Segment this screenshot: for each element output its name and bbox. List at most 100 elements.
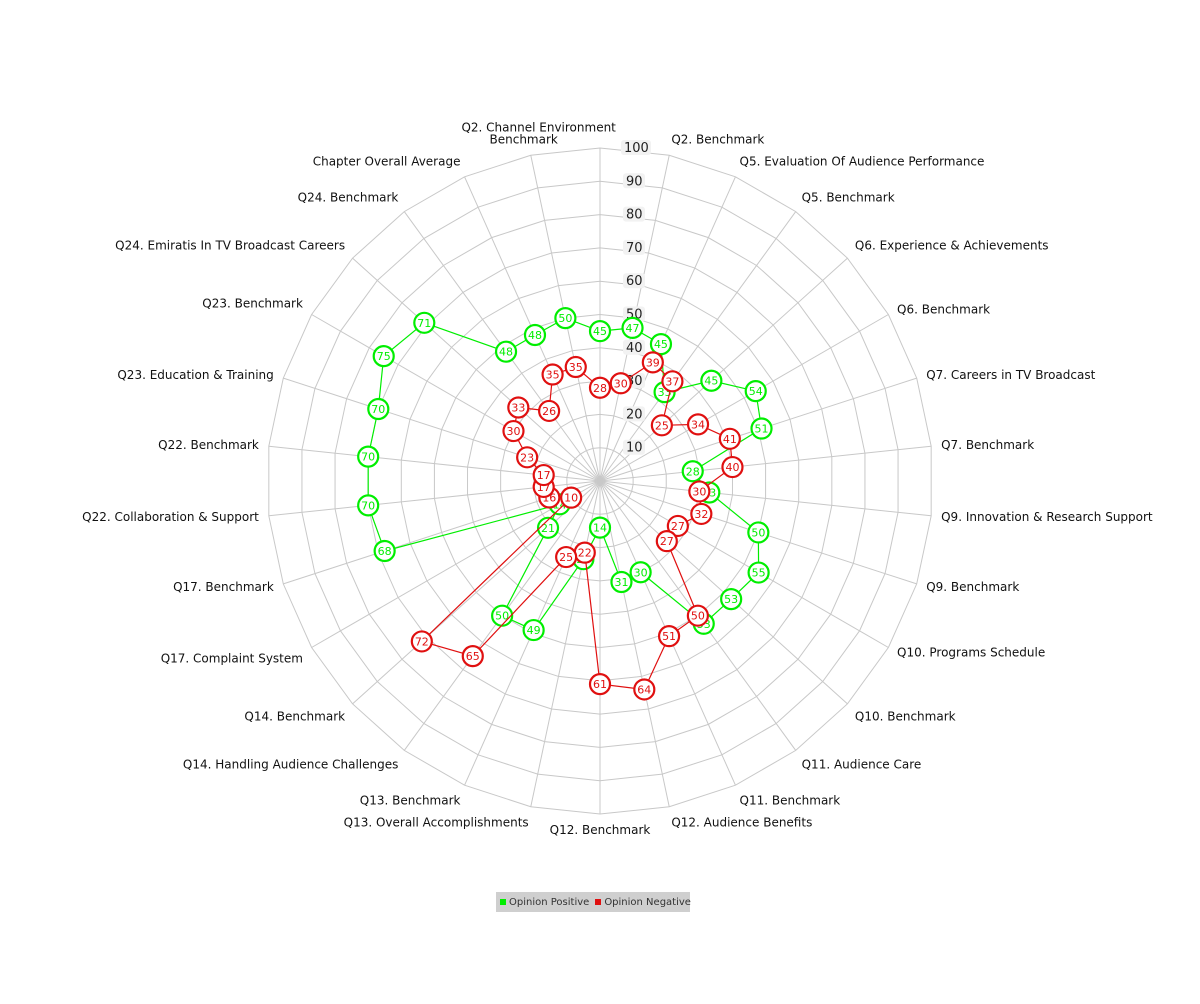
data-point-positive	[720, 587, 743, 611]
data-label-negative: 25	[559, 551, 573, 564]
axis-label: Q13. Overall Accomplishments	[344, 816, 529, 830]
data-point-positive	[747, 521, 770, 544]
grid-spoke	[352, 480, 601, 705]
data-point-positive	[747, 561, 770, 584]
data-point-positive	[588, 320, 612, 343]
data-point-negative	[721, 455, 744, 479]
data-label-positive: 14	[593, 522, 607, 535]
data-point-positive	[494, 340, 518, 363]
data-label-negative: 10	[564, 492, 578, 505]
data-label-negative: 72	[415, 635, 429, 648]
radial-tick-bg	[623, 439, 645, 455]
axis-label: Q23. Education & Training	[117, 368, 273, 382]
data-point-positive	[554, 307, 577, 330]
data-label-negative: 61	[593, 678, 607, 691]
axis-label: Q22. Collaboration & Support	[82, 510, 259, 524]
data-label-negative: 23	[520, 451, 534, 464]
axis-label: Q9. Innovation & Research Support	[941, 510, 1153, 524]
data-point-negative	[541, 363, 564, 386]
data-point-negative	[609, 372, 632, 395]
axis-label: Q12. Benchmark	[550, 823, 651, 837]
data-point-negative	[666, 514, 689, 538]
data-label-negative: 30	[506, 425, 520, 438]
axis-label: Q10. Programs Schedule	[897, 646, 1045, 660]
data-label-positive: 45	[654, 338, 668, 351]
data-label-negative: 17	[537, 469, 551, 482]
data-label-positive: 50	[495, 610, 509, 623]
axis-label: Q17. Complaint System	[161, 652, 303, 666]
axis-label: Q24. Emiratis In TV Broadcast Careers	[115, 238, 345, 252]
axis-label: Q6. Experience & Achievements	[855, 238, 1049, 252]
data-label-positive: 70	[361, 451, 375, 464]
data-point-positive	[744, 379, 767, 403]
data-label-positive: 45	[593, 325, 607, 338]
data-label-positive: 50	[558, 312, 572, 325]
data-label-positive: 47	[626, 322, 640, 335]
data-label-positive: 70	[371, 403, 385, 416]
radial-tick-bg	[621, 140, 651, 155]
data-point-negative	[410, 630, 433, 653]
data-label-negative: 39	[646, 356, 660, 369]
radial-tick-label: 10	[626, 441, 643, 456]
data-point-negative	[686, 413, 710, 436]
data-label-negative: 64	[637, 683, 651, 696]
data-label-negative: 26	[542, 405, 556, 418]
data-point-positive	[610, 570, 633, 594]
data-point-negative	[502, 419, 525, 443]
data-label-negative: 50	[691, 610, 705, 623]
axis-label: Chapter Overall Average	[313, 155, 461, 169]
radial-tick-label: 20	[626, 407, 643, 422]
radial-tick-label: 70	[626, 241, 643, 256]
grid-spoke	[599, 480, 889, 648]
radial-tick-bg	[623, 339, 645, 355]
data-label-negative: 41	[723, 433, 737, 446]
data-label-negative: 33	[511, 401, 525, 414]
grid-spoke	[352, 257, 601, 482]
grid-spoke	[283, 377, 601, 482]
grid-spoke	[599, 211, 797, 482]
data-point-positive	[413, 311, 436, 334]
data-label-positive: 55	[752, 567, 766, 580]
grid-spoke	[599, 314, 889, 482]
data-point-positive	[621, 316, 644, 340]
series-positive: 4547453345545128335055535330311424495021…	[357, 307, 773, 642]
data-point-positive	[681, 460, 704, 483]
data-point-negative	[507, 396, 530, 419]
data-point-positive	[700, 369, 723, 392]
data-point-negative	[690, 502, 713, 526]
legend-label-positive: Opinion Positive	[509, 896, 590, 908]
data-point-positive	[750, 417, 773, 440]
axis-label: Q7. Careers in TV Broadcast	[926, 368, 1095, 382]
data-point-negative	[655, 530, 678, 553]
data-label-negative: 65	[466, 650, 480, 663]
axis-label: Q11. Benchmark	[740, 793, 841, 807]
data-label-positive: 53	[724, 593, 738, 606]
data-point-negative	[633, 678, 656, 701]
data-point-negative	[564, 355, 587, 379]
data-label-negative: 27	[671, 520, 685, 533]
data-point-positive	[372, 345, 395, 368]
data-label-positive: 54	[749, 385, 763, 398]
data-point-negative	[538, 399, 561, 423]
axis-labels: Q2. Benchmark Q5. Evaluation Of Audience …	[82, 120, 1153, 837]
data-label-positive: 68	[378, 545, 392, 558]
legend-swatch-positive	[500, 899, 506, 905]
data-label-negative: 37	[665, 375, 679, 388]
grid-spoke	[599, 445, 932, 482]
radial-tick-label: 40	[626, 341, 643, 356]
axis-label: Q11. Audience Care	[802, 757, 922, 771]
axis-label: Q12. Audience Benefits	[671, 816, 812, 830]
series-negative: 28 30 39 37 25 34 41 40 30 32 27 27 50 51 64 61 22 25 65 72…	[410, 351, 744, 701]
data-label-negative: 30	[614, 377, 628, 390]
data-label-negative: 35	[569, 361, 583, 374]
radial-tick-label: 60	[626, 274, 643, 289]
axis-label: Q22. Benchmark	[158, 438, 259, 452]
grid-spoke	[599, 480, 670, 807]
axis-label: Q24. Benchmark	[298, 191, 399, 205]
data-label-negative: 51	[662, 630, 676, 643]
data-point-negative	[532, 463, 555, 487]
radial-tick-label: 100	[624, 141, 649, 156]
grid-spoke	[599, 480, 932, 517]
axis-label: Q9. Benchmark	[926, 580, 1019, 594]
